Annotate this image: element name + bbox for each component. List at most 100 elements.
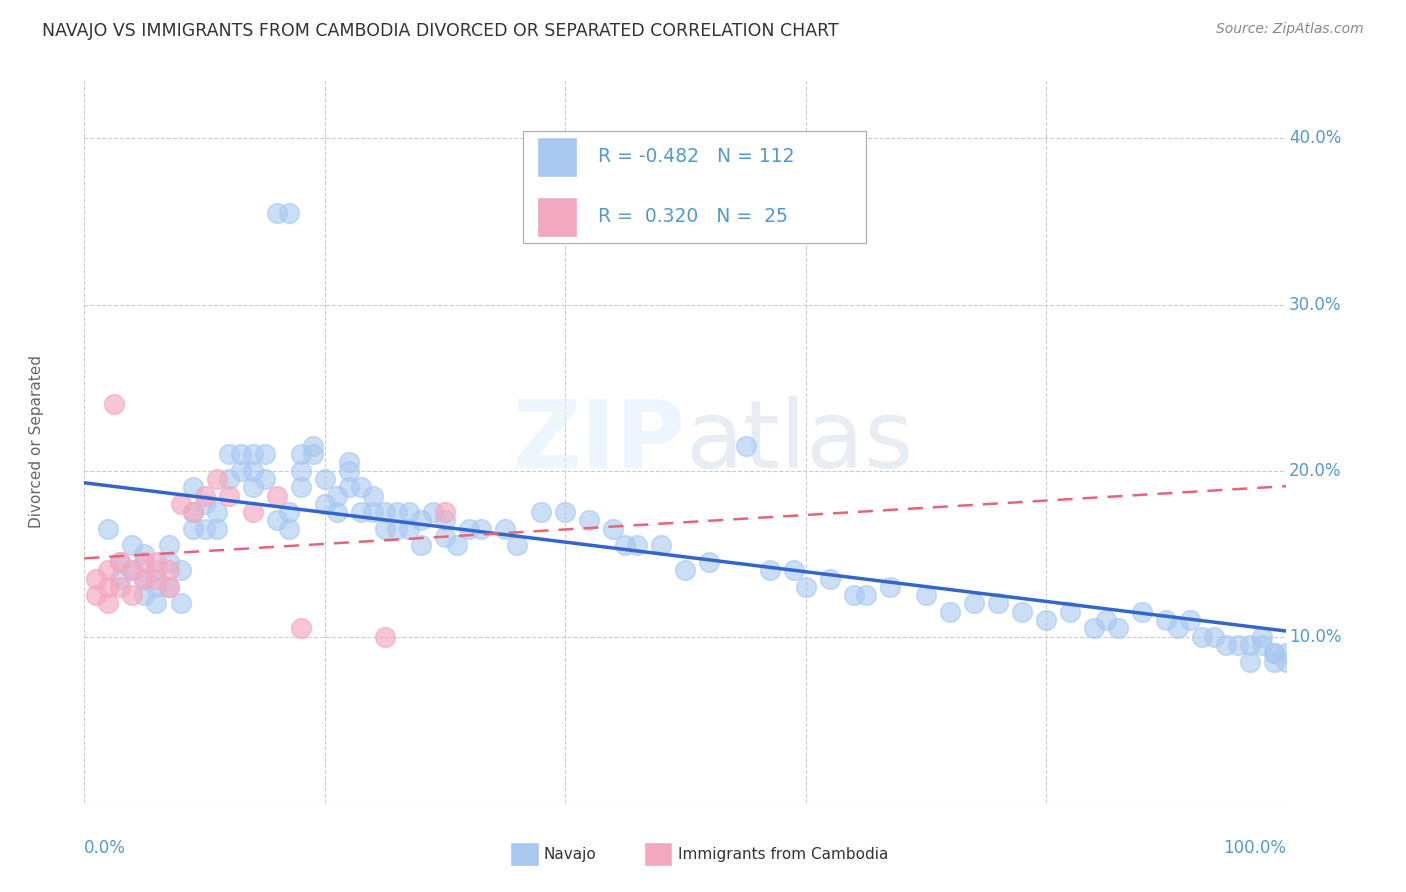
Point	[350, 505, 373, 519]
Text: Divorced or Separated: Divorced or Separated	[28, 355, 44, 528]
Point	[121, 563, 143, 577]
Point	[97, 597, 120, 611]
Point	[1095, 613, 1118, 627]
Point	[446, 538, 468, 552]
Point	[434, 530, 457, 544]
Point	[194, 522, 217, 536]
Point	[734, 439, 756, 453]
Point	[1239, 638, 1261, 652]
Point	[361, 505, 384, 519]
Point	[97, 563, 120, 577]
Point	[86, 572, 108, 586]
Point	[855, 588, 877, 602]
Text: 100.0%: 100.0%	[1223, 838, 1286, 857]
Point	[121, 588, 143, 602]
Point	[385, 505, 408, 519]
Point	[818, 572, 841, 586]
Point	[253, 447, 276, 461]
Point	[434, 513, 457, 527]
Point	[1107, 621, 1129, 635]
Point	[205, 472, 228, 486]
Point	[110, 555, 132, 569]
Point	[650, 538, 672, 552]
Point	[157, 580, 180, 594]
Point	[145, 572, 167, 586]
Point	[134, 572, 156, 586]
Point	[494, 522, 516, 536]
Point	[337, 464, 360, 478]
Point	[675, 563, 697, 577]
Point	[205, 522, 228, 536]
Point	[218, 489, 240, 503]
Point	[1251, 638, 1274, 652]
Point	[194, 489, 217, 503]
Point	[326, 505, 349, 519]
Point	[361, 489, 384, 503]
Point	[506, 538, 529, 552]
Point	[1180, 613, 1202, 627]
Point	[242, 447, 264, 461]
Point	[218, 472, 240, 486]
Point	[374, 522, 396, 536]
Point	[434, 505, 457, 519]
Point	[794, 580, 817, 594]
Text: 0.0%: 0.0%	[84, 838, 127, 857]
Point	[181, 505, 204, 519]
Point	[1130, 605, 1153, 619]
Point	[266, 206, 288, 220]
Point	[145, 597, 167, 611]
Point	[277, 206, 299, 220]
Point	[1059, 605, 1081, 619]
Point	[157, 580, 180, 594]
FancyBboxPatch shape	[537, 138, 576, 176]
Point	[169, 563, 191, 577]
Point	[290, 447, 312, 461]
Point	[290, 621, 312, 635]
Point	[157, 555, 180, 569]
Point	[530, 505, 553, 519]
Point	[458, 522, 481, 536]
Point	[157, 538, 180, 552]
Point	[169, 497, 191, 511]
Text: R =  0.320   N =  25: R = 0.320 N = 25	[598, 207, 787, 227]
Point	[181, 505, 204, 519]
Point	[121, 563, 143, 577]
Point	[470, 522, 492, 536]
Point	[1156, 613, 1178, 627]
Point	[1251, 630, 1274, 644]
Point	[782, 563, 804, 577]
Point	[422, 505, 444, 519]
Point	[879, 580, 901, 594]
Point	[229, 447, 252, 461]
Point	[194, 497, 217, 511]
Point	[939, 605, 962, 619]
FancyBboxPatch shape	[512, 843, 537, 865]
Point	[374, 630, 396, 644]
Point	[277, 505, 299, 519]
Point	[97, 580, 120, 594]
Point	[398, 522, 420, 536]
Point	[626, 538, 648, 552]
Text: NAVAJO VS IMMIGRANTS FROM CAMBODIA DIVORCED OR SEPARATED CORRELATION CHART: NAVAJO VS IMMIGRANTS FROM CAMBODIA DIVOR…	[42, 22, 839, 40]
Point	[169, 597, 191, 611]
Point	[409, 513, 432, 527]
FancyBboxPatch shape	[644, 843, 671, 865]
Text: 30.0%: 30.0%	[1289, 295, 1341, 313]
Text: Source: ZipAtlas.com: Source: ZipAtlas.com	[1216, 22, 1364, 37]
Point	[110, 580, 132, 594]
Point	[242, 505, 264, 519]
Point	[398, 505, 420, 519]
Point	[314, 472, 336, 486]
Point	[145, 580, 167, 594]
Text: 20.0%: 20.0%	[1289, 461, 1341, 480]
Point	[301, 439, 323, 453]
Point	[614, 538, 637, 552]
Point	[157, 563, 180, 577]
Point	[301, 447, 323, 461]
Point	[314, 497, 336, 511]
Point	[134, 572, 156, 586]
Point	[103, 397, 125, 411]
Text: Immigrants from Cambodia: Immigrants from Cambodia	[678, 847, 889, 862]
Point	[554, 505, 576, 519]
Point	[134, 588, 156, 602]
